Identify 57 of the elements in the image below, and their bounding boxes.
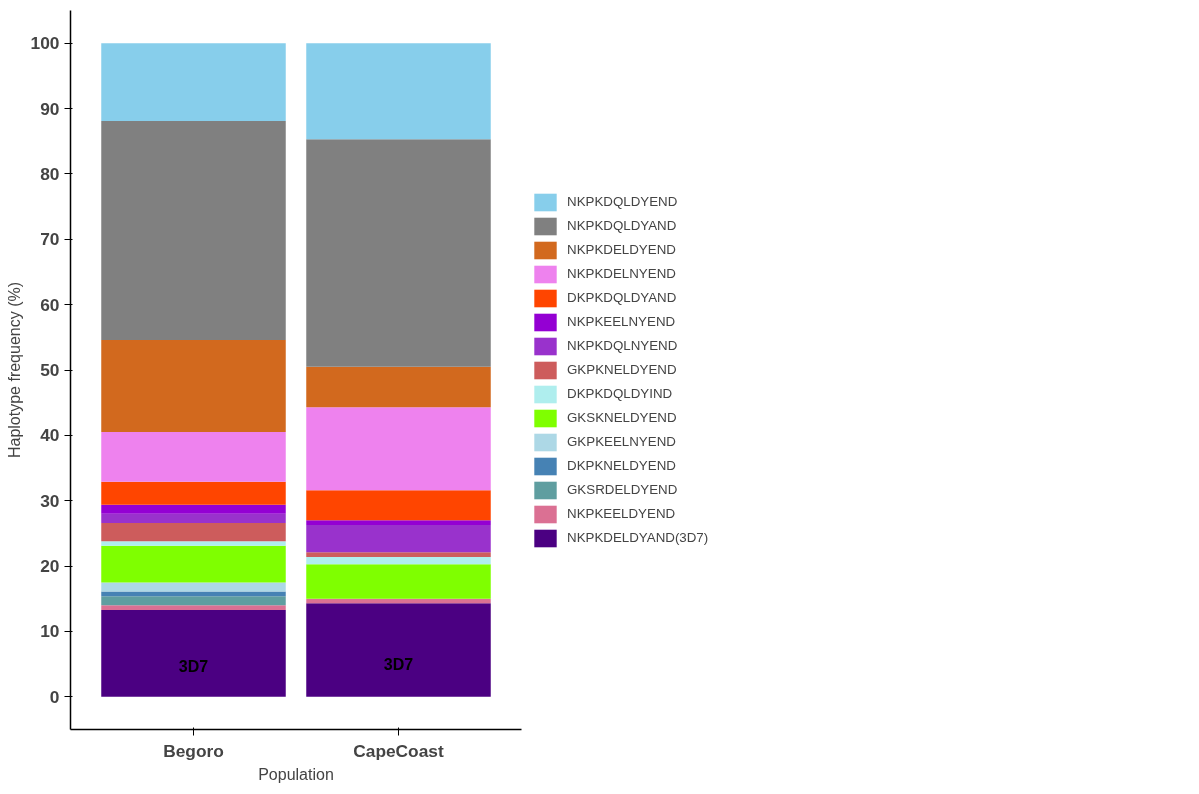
bar (306, 564, 491, 599)
y-tick-label: 10 (40, 621, 60, 642)
y-tick-label: 30 (40, 490, 60, 511)
legend-label: NKPKEELNYEND (567, 314, 676, 329)
y-tick-label: 40 (40, 425, 60, 446)
x-tick-label: CapeCoast (353, 740, 444, 761)
bar (101, 522, 286, 542)
bar (101, 545, 286, 583)
legend-label: NKPKDQLNYEND (567, 338, 678, 353)
bar (101, 513, 286, 523)
bar (306, 43, 491, 140)
bar (306, 407, 491, 491)
y-tick-label: 80 (40, 163, 60, 184)
bar (101, 609, 286, 697)
annotation: 3D7 (383, 655, 414, 673)
legend-label: NKPKDELNYEND (567, 266, 676, 281)
legend-label: GKSKNELDYEND (567, 410, 677, 425)
legend-label: GKPKEELNYEND (567, 434, 676, 449)
y-axis-title: Haplotype frequency (%) (5, 281, 23, 459)
legend-label: NKPKEELDYEND (567, 506, 676, 521)
x-axis-title: Population (258, 765, 334, 783)
bar (306, 556, 491, 565)
legend-label: NKPKDELDYEND (567, 242, 676, 257)
bar (101, 339, 286, 433)
bar (306, 490, 491, 521)
bar (101, 541, 286, 546)
y-tick-label: 20 (40, 556, 60, 577)
bar (306, 524, 491, 553)
bar (101, 43, 286, 121)
y-tick-label: 50 (40, 360, 60, 380)
bar (101, 432, 286, 482)
legend-label: GKSRDELDYEND (567, 482, 678, 497)
y-tick-label: 70 (40, 229, 60, 250)
legend-label: NKPKDQLDYAND (567, 218, 677, 233)
y-tick-label: 60 (40, 294, 60, 315)
x-tick-label: Begoro (163, 740, 224, 761)
y-tick-label: 0 (49, 686, 60, 707)
legend-label: DKPKDQLDYAND (567, 290, 677, 305)
legend-label: GKPKNELDYEND (567, 362, 677, 377)
bar (306, 552, 491, 557)
bar (306, 603, 491, 697)
bar (101, 120, 286, 340)
annotation: 3D7 (178, 657, 209, 675)
y-tick-label: 90 (40, 98, 60, 119)
legend-label: NKPKDELDYAND(3D7) (567, 530, 709, 545)
legend-label: NKPKDQLDYEND (567, 194, 678, 209)
bar (101, 605, 286, 610)
legend-label: DKPKNELDYEND (567, 458, 676, 473)
bar (101, 504, 286, 514)
bar (306, 520, 491, 525)
y-tick-label: 100 (30, 33, 60, 54)
bar (101, 481, 286, 505)
bar (101, 582, 286, 592)
bar (101, 596, 286, 606)
legend-label: DKPKDQLDYIND (567, 386, 673, 401)
bar (306, 139, 491, 367)
bar (306, 366, 491, 408)
